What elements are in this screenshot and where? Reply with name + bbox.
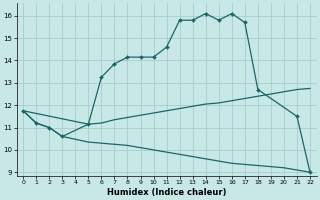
- X-axis label: Humidex (Indice chaleur): Humidex (Indice chaleur): [107, 188, 226, 197]
